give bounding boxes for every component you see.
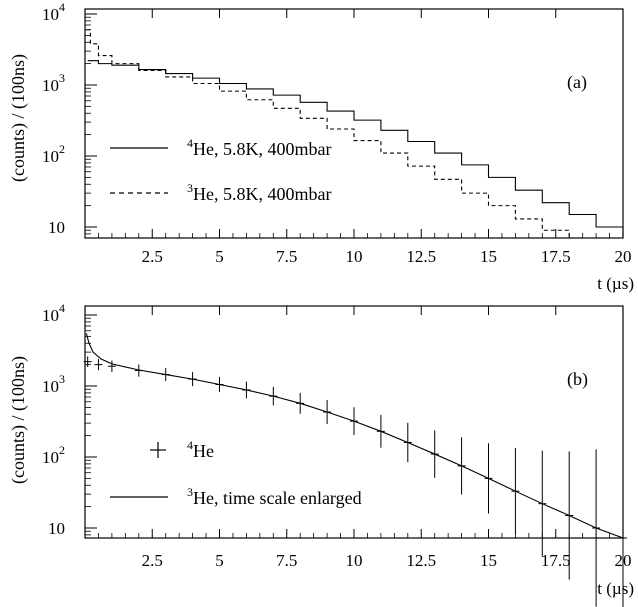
series-a-1-line <box>86 29 623 239</box>
y-tick-label-a-3: 10 <box>48 218 65 237</box>
y-tick-label-a-2: 10 <box>42 147 59 166</box>
panel-label-b: (b) <box>567 369 588 390</box>
y-axis-label-a: (counts) / (100ns) <box>8 54 29 182</box>
x-tick-label-a-4: 12.5 <box>406 247 436 266</box>
y-tick-label-a-0: 10 <box>42 5 59 24</box>
y-tick-label-a-1: 10 <box>42 76 59 95</box>
x-axis-label-b: t (µs) <box>597 579 634 598</box>
plot-frame-a <box>84 8 624 239</box>
legend-a-item-1: 4He, 5.8K, 400mbar <box>187 136 331 159</box>
x-tick-label-a-3: 10 <box>346 247 363 266</box>
x-tick-label-b-6: 17.5 <box>541 551 571 570</box>
x-tick-label-b-2: 7.5 <box>276 551 297 570</box>
legend-a-item-1-label: He, 5.8K, 400mbar <box>193 139 331 159</box>
panel-label-a: (a) <box>567 72 587 93</box>
x-tick-label-a-7: 20 <box>615 247 632 266</box>
x-tick-label-a-0: 2.5 <box>142 247 163 266</box>
x-tick-label-a-2: 7.5 <box>276 247 297 266</box>
x-axis-label-a: t (µs) <box>597 274 634 293</box>
x-tick-label-b-3: 10 <box>346 551 363 570</box>
x-tick-label-b-1: 5 <box>215 551 224 570</box>
legend-a-item-1-sup: 4 <box>187 136 193 150</box>
y-tick-exp-a-2: 2 <box>59 142 65 156</box>
x-tick-label-b-4: 12.5 <box>406 551 436 570</box>
legend-b-item-2-sup: 3 <box>187 485 193 499</box>
y-tick-exp-a-1: 3 <box>59 71 65 85</box>
legend-b-item-1: 4He <box>187 438 214 461</box>
x-tick-label-b-0: 2.5 <box>142 551 163 570</box>
series-a <box>86 29 624 239</box>
series-b <box>83 333 627 607</box>
x-tick-label-b-5: 15 <box>480 551 497 570</box>
y-tick-label-b-0: 10 <box>42 306 59 325</box>
x-tick-label-a-5: 15 <box>480 247 497 266</box>
legend-a: 4He, 5.8K, 400mbar 3He, 5.8K, 400mbar <box>110 136 331 204</box>
y-tick-exp-b-2: 2 <box>59 443 65 457</box>
y-tick-exp-a-0: 4 <box>59 0 65 14</box>
series-b-1-line <box>85 333 624 539</box>
x-tick-label-a-6: 17.5 <box>541 247 571 266</box>
x-tick-label-a-1: 5 <box>215 247 224 266</box>
y-tick-label-b-3: 10 <box>48 519 65 538</box>
legend-a-item-2-sup: 3 <box>187 181 193 195</box>
y-tick-label-b-1: 10 <box>42 377 59 396</box>
legend-b: 4He 3He, time scale enlarged <box>110 438 362 508</box>
legend-b-item-1-sup: 4 <box>187 438 193 452</box>
legend-b-item-2-label: He, time scale enlarged <box>193 488 362 508</box>
legend-a-item-2-label: He, 5.8K, 400mbar <box>193 184 331 204</box>
y-tick-label-b-2: 10 <box>42 448 59 467</box>
legend-b-item-1-label: He <box>193 441 214 461</box>
legend-a-item-2: 3He, 5.8K, 400mbar <box>187 181 331 204</box>
y-tick-exp-b-1: 3 <box>59 372 65 386</box>
y-tick-exp-b-0: 4 <box>59 301 65 315</box>
legend-b-item-2: 3He, time scale enlarged <box>187 485 362 508</box>
series-a-0-line <box>87 60 624 238</box>
y-axis-label-b: (counts) / (100ns) <box>8 356 29 484</box>
